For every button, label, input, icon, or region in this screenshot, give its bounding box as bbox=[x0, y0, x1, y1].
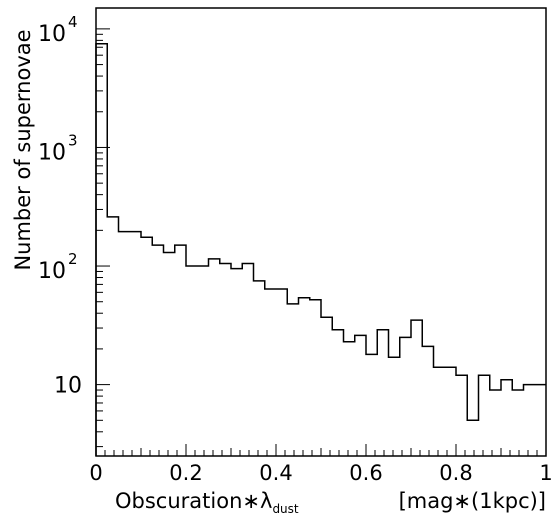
histogram-bar bbox=[332, 330, 343, 456]
histogram-bar bbox=[141, 237, 152, 456]
histogram-bar bbox=[535, 385, 546, 456]
x-tick-label: 0.6 bbox=[349, 461, 382, 485]
x-tick-label: 1 bbox=[539, 461, 552, 485]
histogram-bar bbox=[107, 217, 118, 456]
histogram-bar bbox=[501, 380, 512, 456]
histogram-outline bbox=[95, 42, 546, 456]
histogram-bar bbox=[231, 269, 242, 456]
histogram-bar bbox=[96, 44, 107, 456]
x-axis-label: Obscuration∗λdust bbox=[115, 489, 299, 516]
histogram-bar bbox=[220, 264, 231, 456]
x-axis-label-operator: ∗ bbox=[242, 489, 260, 513]
x-axis-label-symbol: λ bbox=[260, 489, 272, 513]
histogram-bar bbox=[119, 232, 130, 456]
histogram-bar bbox=[287, 304, 298, 456]
histogram-bar bbox=[310, 300, 321, 456]
y-tick-label: 10 bbox=[38, 140, 66, 165]
y-tick-label: 10 bbox=[38, 259, 66, 284]
histogram-bar bbox=[467, 420, 478, 456]
y-tick-label-exponent: 3 bbox=[68, 131, 78, 149]
histogram-bar bbox=[411, 320, 422, 456]
y-tick-label-exponent: 2 bbox=[68, 250, 78, 268]
histogram-bar bbox=[389, 357, 400, 456]
x-axis-unit-label: [mag∗(1kpc)] bbox=[399, 489, 546, 513]
histogram-bar bbox=[445, 367, 456, 456]
histogram-bar bbox=[209, 259, 220, 456]
histogram-bar bbox=[130, 232, 141, 456]
histogram-bar bbox=[152, 245, 163, 456]
x-tick-label: 0.8 bbox=[439, 461, 472, 485]
x-tick-label: 0.4 bbox=[259, 461, 292, 485]
x-axis-label-prefix: Obscuration bbox=[115, 489, 242, 513]
histogram-bar bbox=[299, 298, 310, 456]
histogram-bar bbox=[186, 266, 197, 456]
histogram-bar bbox=[456, 375, 467, 456]
y-tick-label: 10 bbox=[38, 22, 66, 47]
y-tick-label-exponent: 4 bbox=[68, 13, 78, 31]
histogram-bar bbox=[434, 367, 445, 456]
histogram-bar bbox=[321, 317, 332, 456]
histogram-bar bbox=[276, 289, 287, 456]
x-axis: 0 0.2 0.4 0.6 0.8 1 bbox=[89, 444, 553, 485]
x-tick-label: 0 bbox=[89, 461, 102, 485]
histogram-bar bbox=[265, 289, 276, 456]
histogram-bar bbox=[197, 266, 208, 456]
histogram-bar bbox=[175, 245, 186, 456]
histogram-bar bbox=[479, 375, 490, 456]
x-tick-label: 0.2 bbox=[169, 461, 202, 485]
x-axis-label-subscript: dust bbox=[272, 502, 298, 516]
histogram-bar bbox=[422, 346, 433, 456]
histogram-bar bbox=[400, 337, 411, 456]
histogram-bar bbox=[490, 390, 501, 456]
y-tick-label: 10 bbox=[54, 374, 82, 399]
histogram-bar bbox=[512, 390, 523, 456]
histogram-bar bbox=[377, 330, 388, 456]
histogram-bar bbox=[355, 335, 366, 456]
histogram-bar bbox=[164, 253, 175, 456]
histogram-bar bbox=[242, 264, 253, 456]
histogram-bar bbox=[524, 385, 535, 456]
histogram-bar bbox=[366, 354, 377, 456]
y-axis-label: Number of supernovae bbox=[11, 29, 35, 270]
histogram-bar bbox=[254, 281, 265, 456]
histogram-bar bbox=[344, 342, 355, 456]
